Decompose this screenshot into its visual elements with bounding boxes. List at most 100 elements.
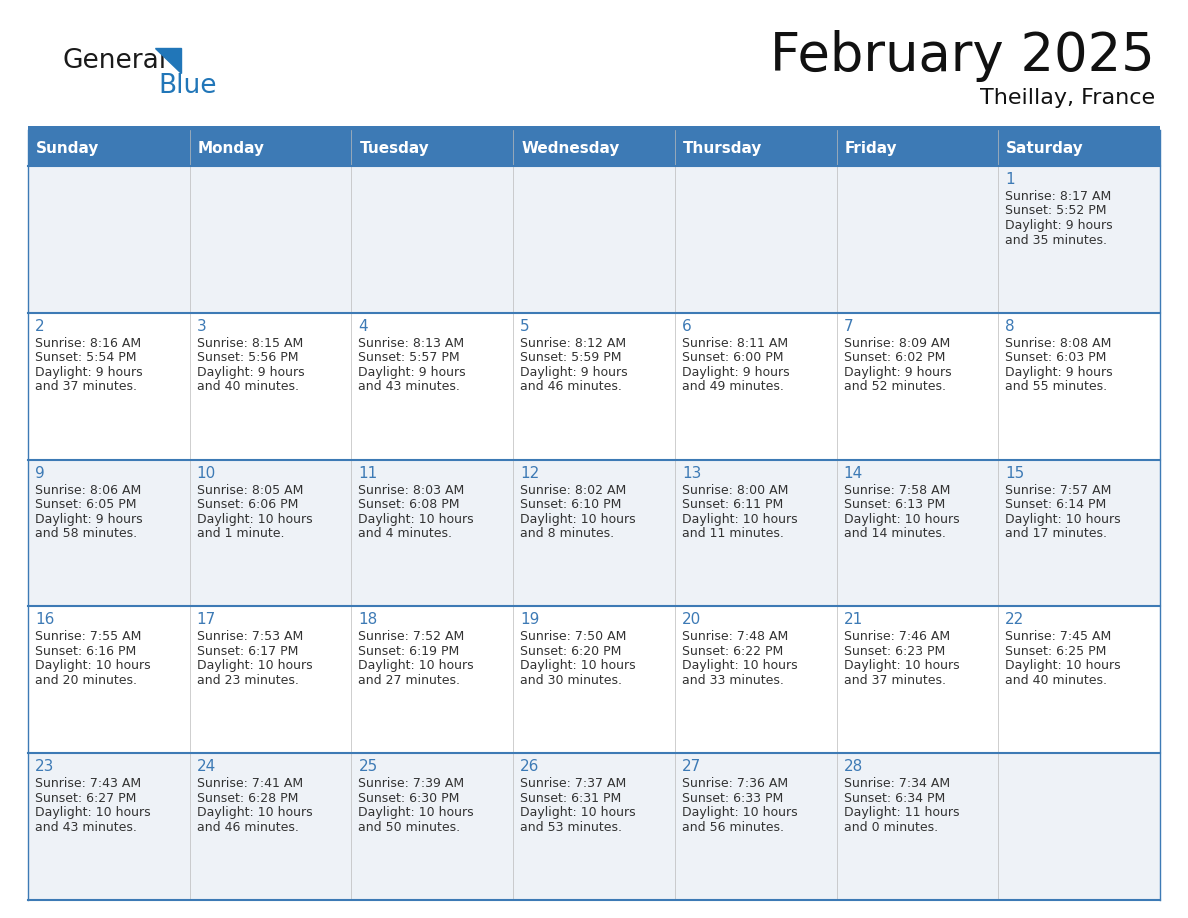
Bar bbox=[29, 607, 1159, 753]
Text: Sunset: 6:14 PM: Sunset: 6:14 PM bbox=[1005, 498, 1106, 511]
Text: and 37 minutes.: and 37 minutes. bbox=[843, 674, 946, 687]
Text: Sunrise: 8:05 AM: Sunrise: 8:05 AM bbox=[197, 484, 303, 497]
Text: 15: 15 bbox=[1005, 465, 1024, 481]
Text: Daylight: 10 hours: Daylight: 10 hours bbox=[359, 659, 474, 672]
Text: and 43 minutes.: and 43 minutes. bbox=[359, 380, 460, 393]
Text: and 40 minutes.: and 40 minutes. bbox=[197, 380, 298, 393]
Text: Sunrise: 7:58 AM: Sunrise: 7:58 AM bbox=[843, 484, 950, 497]
Text: 13: 13 bbox=[682, 465, 701, 481]
Text: 21: 21 bbox=[843, 612, 862, 627]
Text: Daylight: 10 hours: Daylight: 10 hours bbox=[197, 659, 312, 672]
Text: 1: 1 bbox=[1005, 172, 1015, 187]
Text: Sunrise: 7:50 AM: Sunrise: 7:50 AM bbox=[520, 631, 626, 644]
Text: Sunrise: 7:34 AM: Sunrise: 7:34 AM bbox=[843, 778, 949, 790]
Text: and 17 minutes.: and 17 minutes. bbox=[1005, 527, 1107, 540]
Text: Sunrise: 7:52 AM: Sunrise: 7:52 AM bbox=[359, 631, 465, 644]
Text: Daylight: 10 hours: Daylight: 10 hours bbox=[682, 512, 797, 526]
Text: Wednesday: Wednesday bbox=[522, 140, 619, 155]
Text: Sunset: 6:11 PM: Sunset: 6:11 PM bbox=[682, 498, 783, 511]
Text: Sunset: 6:10 PM: Sunset: 6:10 PM bbox=[520, 498, 621, 511]
Text: Sunrise: 7:36 AM: Sunrise: 7:36 AM bbox=[682, 778, 788, 790]
Text: Daylight: 10 hours: Daylight: 10 hours bbox=[520, 512, 636, 526]
Text: 24: 24 bbox=[197, 759, 216, 774]
Text: Sunset: 6:06 PM: Sunset: 6:06 PM bbox=[197, 498, 298, 511]
Text: 16: 16 bbox=[34, 612, 55, 627]
Text: and 40 minutes.: and 40 minutes. bbox=[1005, 674, 1107, 687]
Text: and 4 minutes.: and 4 minutes. bbox=[359, 527, 453, 540]
Text: Daylight: 9 hours: Daylight: 9 hours bbox=[1005, 219, 1113, 232]
Text: Sunrise: 8:03 AM: Sunrise: 8:03 AM bbox=[359, 484, 465, 497]
Text: Daylight: 10 hours: Daylight: 10 hours bbox=[34, 806, 151, 819]
Text: and 20 minutes.: and 20 minutes. bbox=[34, 674, 137, 687]
Text: Sunrise: 8:02 AM: Sunrise: 8:02 AM bbox=[520, 484, 626, 497]
Text: Sunrise: 8:09 AM: Sunrise: 8:09 AM bbox=[843, 337, 950, 350]
Text: Sunrise: 8:17 AM: Sunrise: 8:17 AM bbox=[1005, 190, 1112, 203]
Text: and 14 minutes.: and 14 minutes. bbox=[843, 527, 946, 540]
Text: Sunrise: 7:53 AM: Sunrise: 7:53 AM bbox=[197, 631, 303, 644]
Text: Sunset: 5:54 PM: Sunset: 5:54 PM bbox=[34, 352, 137, 364]
Bar bbox=[29, 166, 1159, 313]
Text: Sunrise: 8:11 AM: Sunrise: 8:11 AM bbox=[682, 337, 788, 350]
Text: Daylight: 10 hours: Daylight: 10 hours bbox=[197, 806, 312, 819]
Text: Sunset: 6:27 PM: Sunset: 6:27 PM bbox=[34, 791, 137, 805]
Text: Sunset: 5:57 PM: Sunset: 5:57 PM bbox=[359, 352, 460, 364]
Text: Sunset: 6:28 PM: Sunset: 6:28 PM bbox=[197, 791, 298, 805]
Text: Daylight: 10 hours: Daylight: 10 hours bbox=[520, 659, 636, 672]
Text: and 46 minutes.: and 46 minutes. bbox=[197, 821, 298, 834]
Text: Sunset: 6:16 PM: Sunset: 6:16 PM bbox=[34, 645, 137, 658]
Text: Daylight: 10 hours: Daylight: 10 hours bbox=[682, 806, 797, 819]
Text: Blue: Blue bbox=[158, 73, 216, 99]
Text: and 49 minutes.: and 49 minutes. bbox=[682, 380, 784, 393]
Text: Sunrise: 7:48 AM: Sunrise: 7:48 AM bbox=[682, 631, 788, 644]
Text: and 50 minutes.: and 50 minutes. bbox=[359, 821, 461, 834]
Text: and 35 minutes.: and 35 minutes. bbox=[1005, 233, 1107, 247]
Text: Sunrise: 7:46 AM: Sunrise: 7:46 AM bbox=[843, 631, 949, 644]
Text: Daylight: 9 hours: Daylight: 9 hours bbox=[682, 365, 790, 379]
Text: Sunrise: 7:55 AM: Sunrise: 7:55 AM bbox=[34, 631, 141, 644]
Text: 20: 20 bbox=[682, 612, 701, 627]
Text: Sunset: 6:30 PM: Sunset: 6:30 PM bbox=[359, 791, 460, 805]
Text: 7: 7 bbox=[843, 319, 853, 334]
Text: 2: 2 bbox=[34, 319, 45, 334]
Bar bbox=[29, 126, 1159, 130]
Text: 5: 5 bbox=[520, 319, 530, 334]
Text: Daylight: 10 hours: Daylight: 10 hours bbox=[520, 806, 636, 819]
Text: Sunrise: 7:45 AM: Sunrise: 7:45 AM bbox=[1005, 631, 1112, 644]
Text: Sunset: 6:17 PM: Sunset: 6:17 PM bbox=[197, 645, 298, 658]
Text: Sunset: 6:34 PM: Sunset: 6:34 PM bbox=[843, 791, 944, 805]
Text: Sunrise: 7:41 AM: Sunrise: 7:41 AM bbox=[197, 778, 303, 790]
Text: and 37 minutes.: and 37 minutes. bbox=[34, 380, 137, 393]
Text: and 8 minutes.: and 8 minutes. bbox=[520, 527, 614, 540]
Text: Sunset: 6:25 PM: Sunset: 6:25 PM bbox=[1005, 645, 1107, 658]
Text: and 53 minutes.: and 53 minutes. bbox=[520, 821, 623, 834]
Text: 11: 11 bbox=[359, 465, 378, 481]
Text: Friday: Friday bbox=[845, 140, 897, 155]
Text: 18: 18 bbox=[359, 612, 378, 627]
Text: Monday: Monday bbox=[197, 140, 265, 155]
Text: Sunset: 6:31 PM: Sunset: 6:31 PM bbox=[520, 791, 621, 805]
Text: Sunset: 6:03 PM: Sunset: 6:03 PM bbox=[1005, 352, 1107, 364]
Text: Daylight: 9 hours: Daylight: 9 hours bbox=[197, 365, 304, 379]
Text: Sunrise: 8:06 AM: Sunrise: 8:06 AM bbox=[34, 484, 141, 497]
Text: 28: 28 bbox=[843, 759, 862, 774]
Text: Thursday: Thursday bbox=[683, 140, 763, 155]
Text: Sunrise: 7:39 AM: Sunrise: 7:39 AM bbox=[359, 778, 465, 790]
Text: 4: 4 bbox=[359, 319, 368, 334]
Bar bbox=[29, 460, 1159, 607]
Text: Sunrise: 7:57 AM: Sunrise: 7:57 AM bbox=[1005, 484, 1112, 497]
Text: Sunrise: 8:00 AM: Sunrise: 8:00 AM bbox=[682, 484, 788, 497]
Text: Tuesday: Tuesday bbox=[360, 140, 429, 155]
Bar bbox=[29, 130, 1159, 166]
Text: Daylight: 10 hours: Daylight: 10 hours bbox=[34, 659, 151, 672]
Text: Sunrise: 8:13 AM: Sunrise: 8:13 AM bbox=[359, 337, 465, 350]
Text: General: General bbox=[62, 48, 166, 74]
Text: 19: 19 bbox=[520, 612, 539, 627]
Text: Sunrise: 8:16 AM: Sunrise: 8:16 AM bbox=[34, 337, 141, 350]
Text: Sunset: 6:19 PM: Sunset: 6:19 PM bbox=[359, 645, 460, 658]
Text: Daylight: 9 hours: Daylight: 9 hours bbox=[1005, 365, 1113, 379]
Text: Daylight: 11 hours: Daylight: 11 hours bbox=[843, 806, 959, 819]
Text: Daylight: 10 hours: Daylight: 10 hours bbox=[359, 806, 474, 819]
Text: 12: 12 bbox=[520, 465, 539, 481]
Text: Daylight: 10 hours: Daylight: 10 hours bbox=[1005, 659, 1121, 672]
Text: February 2025: February 2025 bbox=[770, 30, 1155, 82]
